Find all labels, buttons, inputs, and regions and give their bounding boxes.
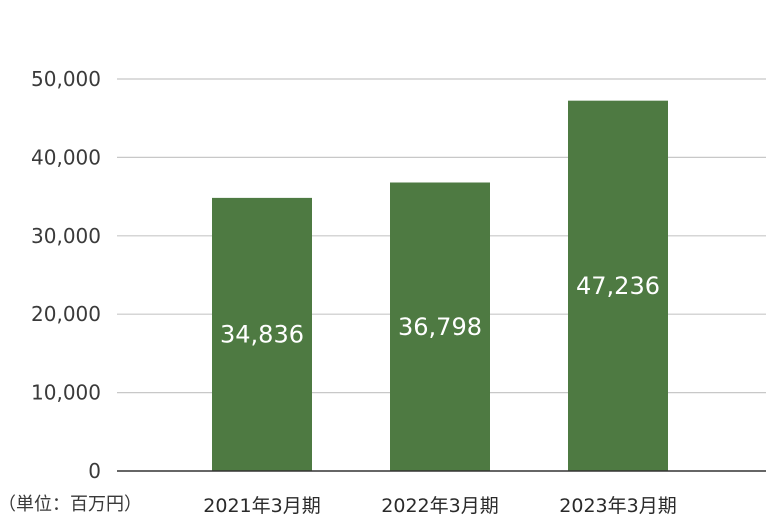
- x-tick-label: 2021年3月期: [203, 495, 320, 517]
- bar: [212, 197, 312, 472]
- data-label: 34,836: [220, 320, 304, 348]
- y-tick-label: 30,000: [31, 224, 101, 248]
- y-axis-ticks: 0 10,000 20,000 30,000 40,000 50,000: [31, 67, 101, 483]
- data-label: 47,236: [576, 272, 660, 300]
- y-tick-label: 10,000: [31, 381, 101, 405]
- x-tick-label: 2022年3月期: [381, 495, 498, 517]
- y-tick-label: 0: [88, 459, 101, 483]
- bars: 34,836 36,798 47,236: [212, 100, 668, 472]
- y-tick-label: 40,000: [31, 145, 101, 169]
- y-tick-label: 50,000: [31, 67, 101, 91]
- bar: [568, 100, 668, 471]
- data-label: 36,798: [398, 313, 482, 341]
- unit-label: （単位：百万円）: [0, 494, 142, 515]
- bar: [390, 182, 490, 472]
- y-tick-label: 20,000: [31, 302, 101, 326]
- x-axis-ticks: 2021年3月期 2022年3月期 2023年3月期: [203, 495, 676, 517]
- x-tick-label: 2023年3月期: [559, 495, 676, 517]
